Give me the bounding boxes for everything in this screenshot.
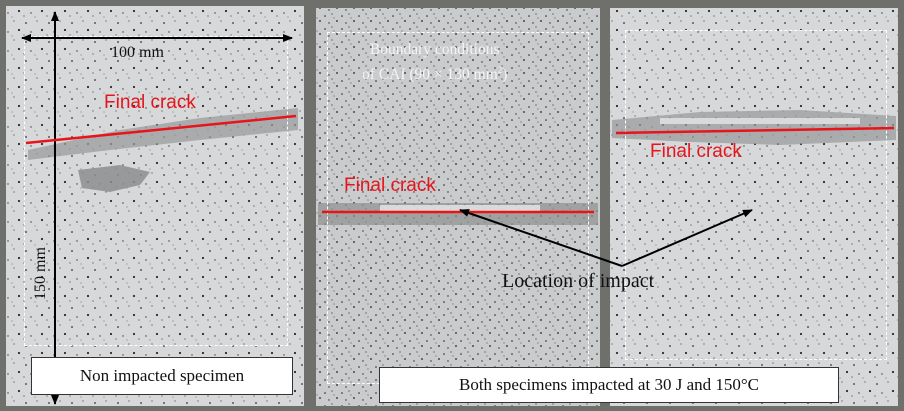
caption-impacted: Both specimens impacted at 30 J and 150°… <box>379 367 839 403</box>
boundary-line-2: of CAI (90 × 130 mm2) <box>362 65 508 84</box>
crack-line-left <box>25 114 297 145</box>
left-damage-patch <box>78 165 150 192</box>
impact-location-label: Location of impact <box>502 270 655 292</box>
final-crack-label-middle: Final crack <box>344 175 436 196</box>
caption-non-impacted: Non impacted specimen <box>31 357 293 395</box>
boundary-line-1: Boundary conditions <box>369 41 500 58</box>
width-dimension-label: 100 mm <box>111 44 164 61</box>
right-specimen <box>610 8 898 406</box>
final-crack-label-left: Final crack <box>104 92 196 113</box>
final-crack-label-right: Final crack <box>650 141 742 162</box>
height-dimension-label: 150 mm <box>32 247 49 300</box>
impact-arrow-right <box>621 209 753 267</box>
left-damage-strip <box>28 108 298 160</box>
right-boundary-frame <box>625 30 887 360</box>
boundary-conditions-label: Boundary conditions of CAI (90 × 130 mm2… <box>362 40 507 85</box>
impact-arrow-middle <box>459 209 623 267</box>
crack-line-right <box>615 126 895 135</box>
